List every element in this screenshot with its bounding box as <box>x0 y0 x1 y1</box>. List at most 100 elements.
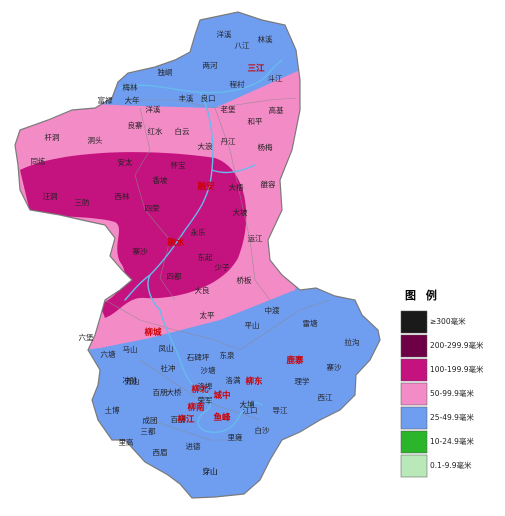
place-label: 寨沙 <box>327 362 342 372</box>
place-label: 同练 <box>31 156 46 166</box>
place-label: 汪洞 <box>43 192 58 201</box>
place-label: 社冲 <box>161 363 176 373</box>
place-label: 太平 <box>200 310 215 320</box>
county-label: 三江 <box>247 63 265 74</box>
legend-item: 0.1-9.9毫米 <box>400 454 472 478</box>
place-label: 东泉 <box>220 350 235 360</box>
place-label: 独峒 <box>158 67 173 77</box>
place-label: 八江 <box>235 41 250 50</box>
place-label: 洋溪 <box>217 29 232 39</box>
county-label: 鹿寨 <box>285 355 304 366</box>
place-label: 里高 <box>119 437 134 447</box>
place-label: 理学 <box>295 376 310 386</box>
place-label: 白沙 <box>255 425 270 435</box>
place-label: 程村 <box>230 79 245 89</box>
place-label: 江口 <box>243 406 258 415</box>
legend-label: 25-49.9毫米 <box>430 412 474 422</box>
place-labels: 洋溪 八江 林溪 两河 独峒 梅林 程村 斗江 富禄 大年 洋溪 丰溪 良口 老… <box>31 29 360 476</box>
place-label: 富禄 <box>98 95 113 105</box>
place-label: 四荣 <box>145 203 160 213</box>
legend-swatch <box>400 430 428 454</box>
place-label: 林溪 <box>258 34 273 44</box>
place-label: 大浪 <box>198 141 213 151</box>
place-label: 高基 <box>269 105 284 115</box>
place-label: 拉沟 <box>345 337 360 347</box>
place-label: 里雍 <box>228 432 243 442</box>
legend-item: 10-24.9毫米 <box>400 430 474 454</box>
place-label: 穿山 <box>203 466 218 476</box>
place-label: 洋溪 <box>146 104 161 114</box>
legend-label: 200-299.9毫米 <box>430 340 484 350</box>
place-label: 大桥 <box>167 387 182 397</box>
place-label: 运江 <box>248 234 263 243</box>
place-label: 安太 <box>118 157 133 167</box>
county-label: 柳北 <box>191 384 209 395</box>
legend-title: 图 例 <box>405 288 440 302</box>
place-label: 穿山 <box>203 466 218 476</box>
legend-item: 50-99.9毫米 <box>400 382 474 406</box>
legend-label: 0.1-9.9毫米 <box>430 460 472 470</box>
place-label: 良口 <box>201 93 216 103</box>
county-label: 融水 <box>167 237 185 248</box>
place-label: 斗江 <box>268 74 283 83</box>
place-label: 香坡 <box>153 175 168 185</box>
place-label: 四都 <box>167 272 182 281</box>
place-label: 百朋 <box>171 415 186 424</box>
place-label: 流山 <box>125 376 140 386</box>
legend-swatch <box>400 406 428 430</box>
county-label: 柳城 <box>144 327 162 338</box>
band-100-199 <box>20 152 247 318</box>
place-label: 寨沙 <box>133 246 148 256</box>
place-label: 六塘 <box>101 349 116 359</box>
place-label: 永乐 <box>191 227 206 237</box>
place-label: 大梧 <box>229 182 244 192</box>
place-label: 西林 <box>115 191 130 201</box>
legend-label: 100-199.9毫米 <box>430 364 484 374</box>
place-label: 导江 <box>273 406 288 415</box>
place-label: 红水 <box>148 126 163 136</box>
place-label: 洛埠 <box>198 381 213 391</box>
legend-item: 100-199.9毫米 <box>400 358 484 382</box>
place-label: 雒容 <box>261 179 276 189</box>
legend: 图 例 ≥300毫米 200-299.9毫米 100-199.9毫米 50-99… <box>400 288 484 478</box>
place-label: 平山 <box>245 320 260 330</box>
county-label: 柳南 <box>187 402 205 413</box>
place-label: 洛满 <box>226 375 241 385</box>
place-label: 三防 <box>75 197 90 207</box>
place-label: 石碑坪 <box>187 352 210 362</box>
county-label: 城中 <box>213 390 230 401</box>
county-label: 融安 <box>197 181 215 192</box>
place-label: 梅林 <box>123 82 138 92</box>
place-label: 西江 <box>318 393 333 402</box>
region-outline <box>14 11 381 499</box>
place-label: 两河 <box>203 61 218 70</box>
place-label: 土博 <box>105 405 120 415</box>
place-label: 冲脉 <box>123 375 138 385</box>
place-label: 百朋 <box>153 388 168 397</box>
place-label: 大坡 <box>233 207 248 217</box>
place-label: 荣军 <box>198 395 213 405</box>
legend-swatch <box>400 310 428 334</box>
legend-item: 25-49.9毫米 <box>400 406 474 430</box>
place-label: 三都 <box>141 427 156 436</box>
place-label: 少子 <box>215 263 230 272</box>
county-label: 鱼峰 <box>213 412 231 423</box>
place-label: 良寨 <box>128 120 143 130</box>
place-label: 沙塘 <box>201 365 216 375</box>
place-label: 洞头 <box>88 135 103 145</box>
place-label: 马山 <box>123 344 138 354</box>
place-label: 雷塘 <box>303 318 318 328</box>
place-label: 桥板 <box>237 275 252 285</box>
river-network <box>119 59 283 433</box>
place-label: 老堡 <box>221 104 236 114</box>
legend-label: 10-24.9毫米 <box>430 436 474 446</box>
place-label: 大年 <box>125 95 140 105</box>
place-label: 六堡 <box>79 332 94 342</box>
county-borders <box>104 97 331 441</box>
place-label: 白云 <box>175 126 190 136</box>
place-label: 丹江 <box>221 137 236 146</box>
legend-item: ≥300毫米 <box>400 310 466 334</box>
legend-item: 200-299.9毫米 <box>400 334 484 358</box>
place-label: 和平 <box>248 117 263 126</box>
